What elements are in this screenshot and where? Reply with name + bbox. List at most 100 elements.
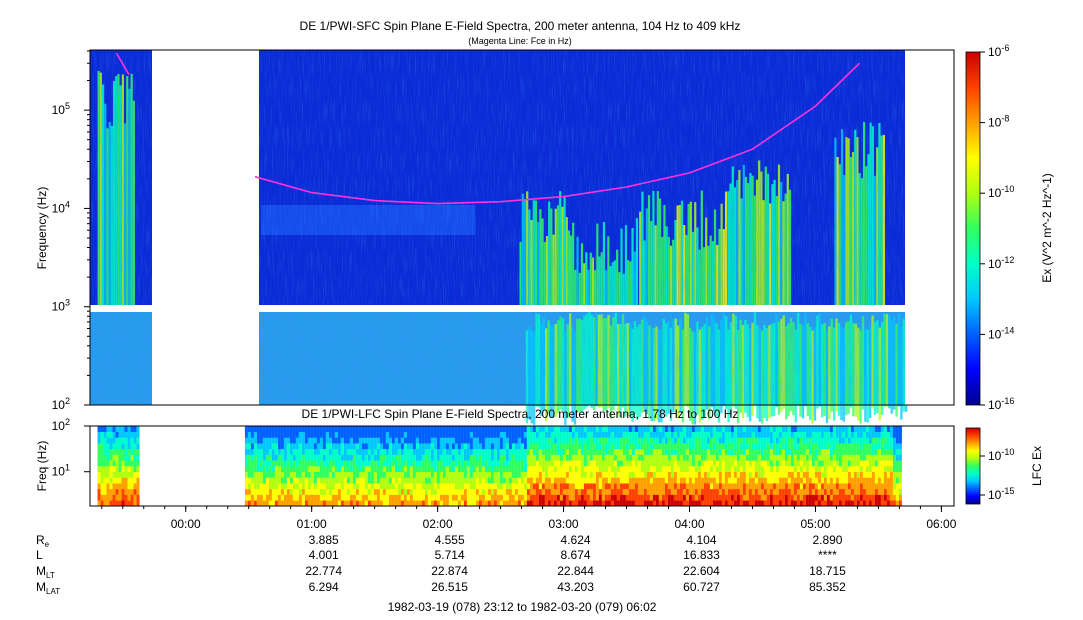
lfc-cell	[871, 466, 875, 473]
lfc-cell	[643, 466, 647, 473]
lfc-cell	[502, 454, 506, 461]
lfc-cell	[256, 460, 260, 467]
lfc-cell	[295, 488, 299, 495]
lfc-cell	[118, 426, 122, 433]
lfc-cell	[118, 448, 122, 455]
lfc-cell	[733, 437, 737, 444]
lfc-cell	[106, 471, 110, 478]
lfc-cell	[511, 477, 515, 484]
lfc-cell	[433, 483, 437, 490]
lfc-cell	[328, 500, 332, 507]
lfc-cell	[397, 431, 401, 438]
lfc-cell	[838, 443, 842, 450]
lfc-cell	[796, 437, 800, 444]
lfc-cell	[889, 448, 893, 455]
lfc-cell	[457, 448, 461, 455]
lfc-cell	[886, 483, 890, 490]
lfc-cell	[898, 494, 902, 501]
lfc-cell	[103, 494, 107, 501]
lfc-cell	[412, 494, 416, 501]
lfc-cell	[697, 500, 701, 507]
lfc-cell	[271, 500, 275, 507]
lfc-cell	[829, 460, 833, 467]
ephemeris-value: 5.714	[435, 548, 465, 562]
lfc-cell	[577, 500, 581, 507]
lfc-cell	[724, 477, 728, 484]
lfc-cell	[607, 500, 611, 507]
lfc-cell	[259, 477, 263, 484]
lfc-cell	[295, 471, 299, 478]
lfc-cell	[451, 483, 455, 490]
lfc-cell	[742, 431, 746, 438]
lfc-cell	[337, 494, 341, 501]
lfc-cell	[307, 437, 311, 444]
lfc-cell	[580, 500, 584, 507]
lfc-cell	[721, 437, 725, 444]
lfc-cell	[412, 431, 416, 438]
lfc-cell	[382, 494, 386, 501]
lfc-cell	[358, 443, 362, 450]
lfc-cell	[676, 431, 680, 438]
lfc-cell	[865, 471, 869, 478]
lfc-cell	[874, 471, 878, 478]
lfc-cell	[334, 431, 338, 438]
lfc-cell	[349, 494, 353, 501]
lfc-cell	[826, 483, 830, 490]
lfc-cell	[664, 500, 668, 507]
lfc-cell	[787, 483, 791, 490]
lfc-cell	[97, 483, 101, 490]
lfc-cell	[649, 494, 653, 501]
lfc-cell	[622, 426, 626, 433]
lfc-cell	[799, 443, 803, 450]
ephemeris-value: 6.294	[309, 580, 339, 594]
lfc-cell	[322, 494, 326, 501]
lfc-cell	[526, 454, 530, 461]
lfc-cell	[568, 431, 572, 438]
lfc-cell	[859, 443, 863, 450]
lfc-cell	[298, 454, 302, 461]
lfc-cell	[361, 483, 365, 490]
lfc-cell	[532, 454, 536, 461]
lfc-cell	[115, 494, 119, 501]
lfc-cell	[247, 488, 251, 495]
lfc-cell	[805, 494, 809, 501]
lfc-cell	[661, 460, 665, 467]
lfc-cell	[505, 471, 509, 478]
lfc-cell	[694, 437, 698, 444]
lfc-cell	[802, 483, 806, 490]
lfc-cell	[319, 460, 323, 467]
lfc-cell	[334, 488, 338, 495]
lfc-cell	[721, 460, 725, 467]
lfc-cell	[706, 488, 710, 495]
lfc-cell	[634, 494, 638, 501]
lfc-cell	[778, 431, 782, 438]
lfc-cell	[418, 454, 422, 461]
lfc-cell	[865, 448, 869, 455]
lfc-cell	[814, 437, 818, 444]
lfc-cell	[595, 448, 599, 455]
lfc-cell	[421, 477, 425, 484]
lfc-cell	[625, 431, 629, 438]
lfc-cell	[106, 437, 110, 444]
lfc-cell	[274, 448, 278, 455]
lfc-cell	[520, 431, 524, 438]
lfc-cell	[688, 483, 692, 490]
lfc-cell	[733, 471, 737, 478]
lfc-cell	[643, 460, 647, 467]
lfc-cell	[376, 431, 380, 438]
lfc-cell	[823, 477, 827, 484]
lfc-cell	[523, 454, 527, 461]
lfc-cell	[469, 483, 473, 490]
lfc-cell	[634, 454, 638, 461]
lfc-cell	[691, 448, 695, 455]
lfc-cell	[856, 477, 860, 484]
lfc-cell	[361, 477, 365, 484]
lfc-cell	[652, 466, 656, 473]
lfc-cell	[379, 448, 383, 455]
lfc-cell	[544, 488, 548, 495]
lfc-cell	[550, 437, 554, 444]
lfc-cell	[808, 494, 812, 501]
lfc-cell	[850, 443, 854, 450]
lfc-cell	[742, 471, 746, 478]
